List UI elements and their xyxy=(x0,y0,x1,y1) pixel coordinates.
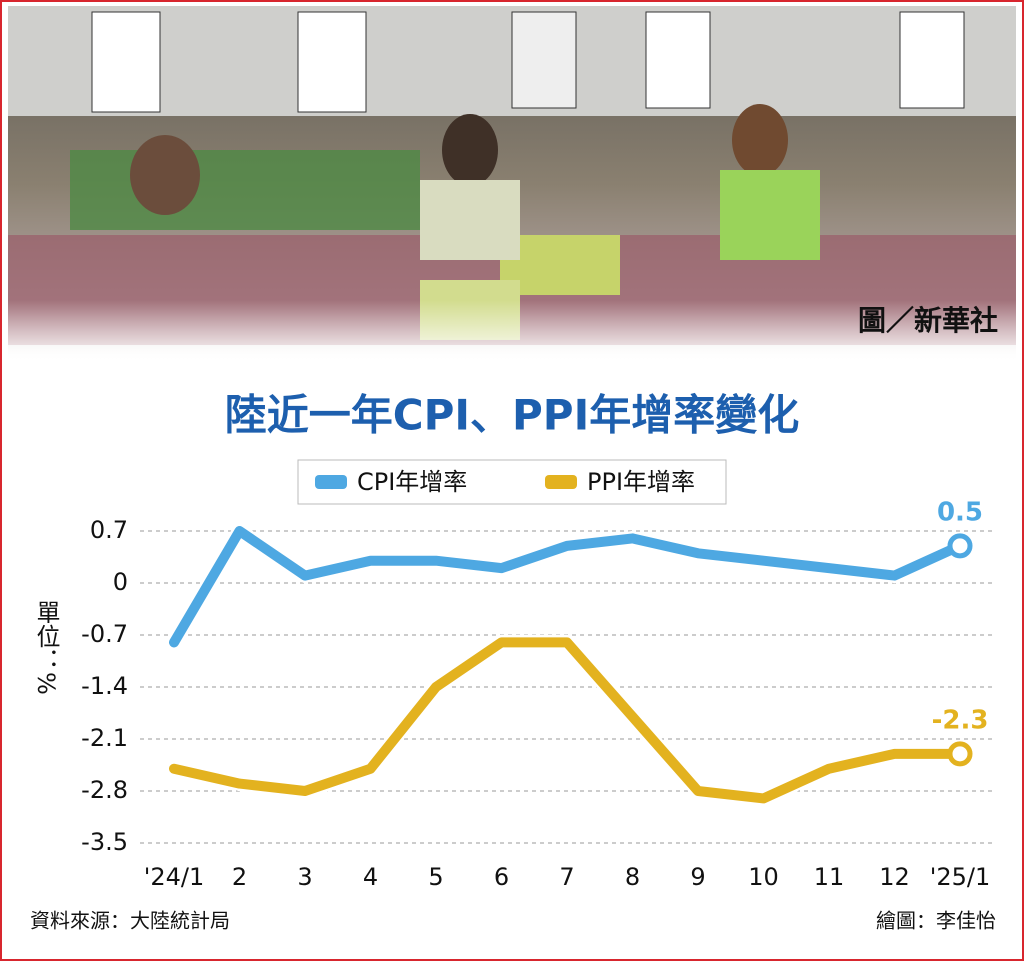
x-tick-label: 7 xyxy=(559,863,574,891)
x-tick-label: 12 xyxy=(879,863,910,891)
legend: CPI年增率 PPI年增率 xyxy=(315,468,695,496)
legend-swatch xyxy=(545,475,577,489)
source: 資料來源：大陸統計局 xyxy=(30,909,230,933)
end-marker xyxy=(947,533,973,559)
x-tick-label: 6 xyxy=(494,863,509,891)
x-tick-label: 2 xyxy=(232,863,247,891)
data-label: -2.3 xyxy=(932,705,989,735)
chart-title: 陸近一年CPI、PPI年增率變化 xyxy=(225,391,799,440)
x-tick-label: 8 xyxy=(625,863,640,891)
legend-box xyxy=(297,459,727,505)
y-tick-label: 0 xyxy=(113,568,128,596)
credit: 繪圖：李佳怡 xyxy=(876,909,996,933)
x-tick-label: 4 xyxy=(363,863,378,891)
y-tick-label: -2.1 xyxy=(81,724,128,752)
x-tick-label: 10 xyxy=(748,863,779,891)
data-label: 0.5 xyxy=(937,497,983,527)
y-tick-label: -1.4 xyxy=(81,672,128,700)
series-line xyxy=(169,637,965,804)
photo xyxy=(8,6,1016,362)
y-tick-label: -0.7 xyxy=(81,620,128,648)
end-marker xyxy=(947,741,973,767)
series-line xyxy=(169,526,965,648)
y-tick-label: -3.5 xyxy=(81,828,128,856)
legend-label: PPI年增率 xyxy=(587,468,695,496)
x-tick-label: '25/1 xyxy=(930,863,991,891)
x-tick-label: 11 xyxy=(814,863,845,891)
legend-swatch xyxy=(315,475,347,489)
x-tick-label: 3 xyxy=(297,863,312,891)
x-tick-label: 5 xyxy=(428,863,443,891)
photo-credit: 圖／新華社 xyxy=(858,304,998,337)
y-axis-label: 單位：% xyxy=(32,600,60,695)
x-tick-label: '24/1 xyxy=(144,863,205,891)
legend-label: CPI年增率 xyxy=(357,468,467,496)
y-tick-label: 0.7 xyxy=(90,516,128,544)
y-tick-label: -2.8 xyxy=(81,776,128,804)
x-tick-label: 9 xyxy=(690,863,705,891)
